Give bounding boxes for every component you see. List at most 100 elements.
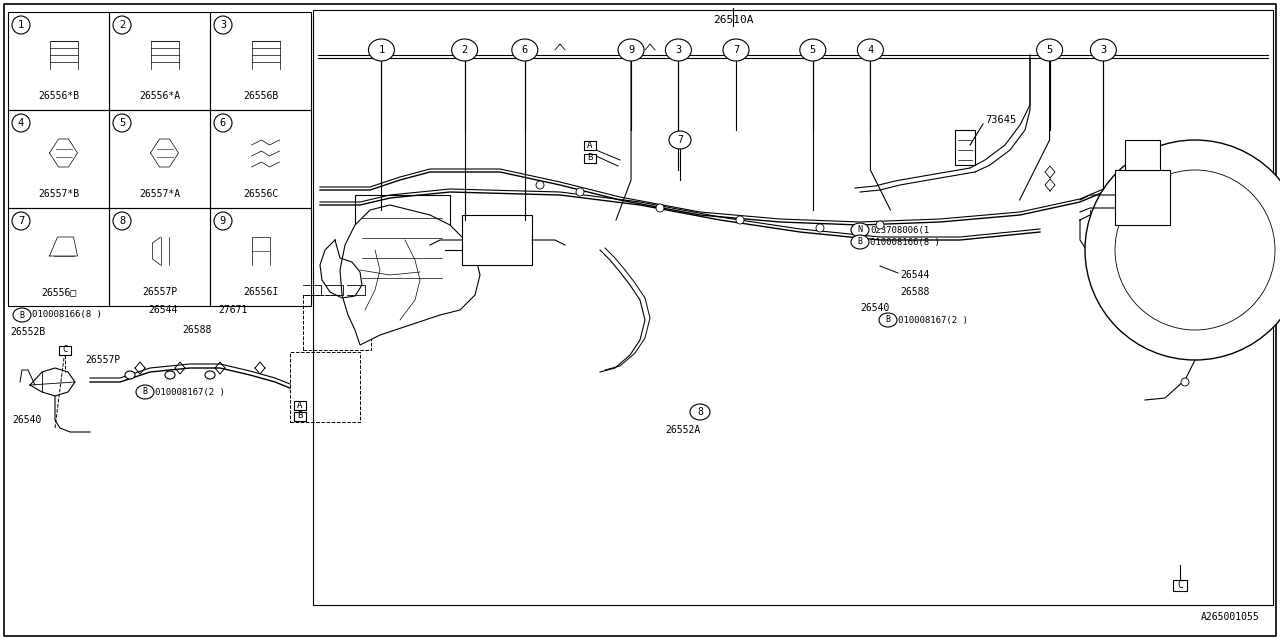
Bar: [8, 208, 109, 306]
Text: 7: 7: [677, 135, 684, 145]
Text: 27671: 27671: [218, 305, 247, 315]
Text: 3: 3: [220, 20, 227, 30]
Ellipse shape: [879, 313, 897, 327]
Bar: [303, 295, 371, 350]
Ellipse shape: [666, 39, 691, 61]
Ellipse shape: [858, 39, 883, 61]
Polygon shape: [340, 205, 480, 345]
Text: 1: 1: [18, 20, 24, 30]
Text: 26552B: 26552B: [10, 327, 45, 337]
Bar: [8, 12, 109, 110]
Circle shape: [12, 212, 29, 230]
Ellipse shape: [851, 223, 869, 237]
Ellipse shape: [669, 131, 691, 149]
Text: B: B: [588, 154, 593, 163]
Circle shape: [536, 181, 544, 189]
Ellipse shape: [1091, 39, 1116, 61]
Bar: [584, 141, 596, 150]
Ellipse shape: [800, 39, 826, 61]
Text: 9: 9: [220, 216, 227, 226]
Circle shape: [214, 16, 232, 34]
Text: 26552A: 26552A: [666, 425, 700, 435]
Circle shape: [1085, 140, 1280, 360]
Text: 26557*B: 26557*B: [38, 189, 79, 199]
Text: 2: 2: [462, 45, 467, 55]
Text: 8: 8: [119, 216, 125, 226]
Text: 26556B: 26556B: [243, 91, 278, 101]
Text: B: B: [142, 387, 147, 397]
Text: 26557P: 26557P: [84, 355, 120, 365]
Ellipse shape: [452, 39, 477, 61]
Bar: [291, 352, 360, 422]
Text: N: N: [858, 225, 863, 234]
Text: C: C: [1178, 580, 1183, 590]
Circle shape: [736, 216, 744, 224]
Bar: [210, 208, 311, 306]
Bar: [59, 346, 70, 355]
Circle shape: [12, 16, 29, 34]
Bar: [109, 208, 210, 306]
Text: 010008167(2 ): 010008167(2 ): [155, 387, 225, 397]
Ellipse shape: [369, 39, 394, 61]
Text: 26540: 26540: [860, 303, 890, 313]
Text: 5: 5: [810, 45, 815, 55]
Bar: [210, 12, 311, 110]
Text: A265001055: A265001055: [1201, 612, 1260, 622]
Circle shape: [12, 114, 29, 132]
Circle shape: [876, 221, 884, 229]
Text: 4: 4: [18, 118, 24, 128]
Text: 26510A: 26510A: [713, 15, 753, 25]
Ellipse shape: [851, 235, 869, 249]
Bar: [294, 401, 306, 410]
Text: 26588: 26588: [182, 325, 211, 335]
Text: 4: 4: [868, 45, 873, 55]
Circle shape: [214, 212, 232, 230]
Text: 2: 2: [119, 20, 125, 30]
Text: 7: 7: [18, 216, 24, 226]
Text: C: C: [63, 346, 68, 355]
Bar: [8, 110, 109, 208]
Text: 8: 8: [698, 407, 703, 417]
Text: 26544: 26544: [148, 305, 178, 315]
Circle shape: [576, 188, 584, 196]
Bar: [462, 215, 532, 265]
Text: 26557*A: 26557*A: [140, 189, 180, 199]
Ellipse shape: [690, 404, 710, 420]
Bar: [294, 412, 306, 420]
Ellipse shape: [165, 371, 175, 379]
Text: 6: 6: [522, 45, 527, 55]
Text: B: B: [858, 237, 863, 246]
Circle shape: [113, 212, 131, 230]
Bar: [955, 130, 975, 165]
Text: B: B: [297, 412, 302, 420]
Text: 26556□: 26556□: [41, 287, 76, 297]
Bar: [210, 110, 311, 208]
Ellipse shape: [512, 39, 538, 61]
Circle shape: [113, 16, 131, 34]
Text: 1: 1: [379, 45, 384, 55]
Text: 26544: 26544: [900, 270, 929, 280]
Text: 26588: 26588: [900, 287, 929, 297]
Bar: [109, 12, 210, 110]
Text: 6: 6: [220, 118, 227, 128]
Bar: [584, 154, 596, 163]
Text: B: B: [19, 310, 24, 319]
Text: A: A: [297, 401, 302, 410]
Circle shape: [657, 204, 664, 212]
Text: 26556C: 26556C: [243, 189, 278, 199]
Bar: [355, 195, 451, 285]
Text: 3: 3: [1101, 45, 1106, 55]
Text: 26540: 26540: [12, 415, 41, 425]
Ellipse shape: [723, 39, 749, 61]
Text: 7: 7: [733, 45, 739, 55]
Text: 26556I: 26556I: [243, 287, 278, 297]
Text: 26557P: 26557P: [142, 287, 177, 297]
Text: 9: 9: [628, 45, 634, 55]
Ellipse shape: [13, 308, 31, 322]
Ellipse shape: [125, 371, 134, 379]
Text: B: B: [886, 316, 891, 324]
Bar: [1115, 170, 1170, 225]
Ellipse shape: [618, 39, 644, 61]
Text: 73645: 73645: [986, 115, 1016, 125]
Text: 26556*B: 26556*B: [38, 91, 79, 101]
